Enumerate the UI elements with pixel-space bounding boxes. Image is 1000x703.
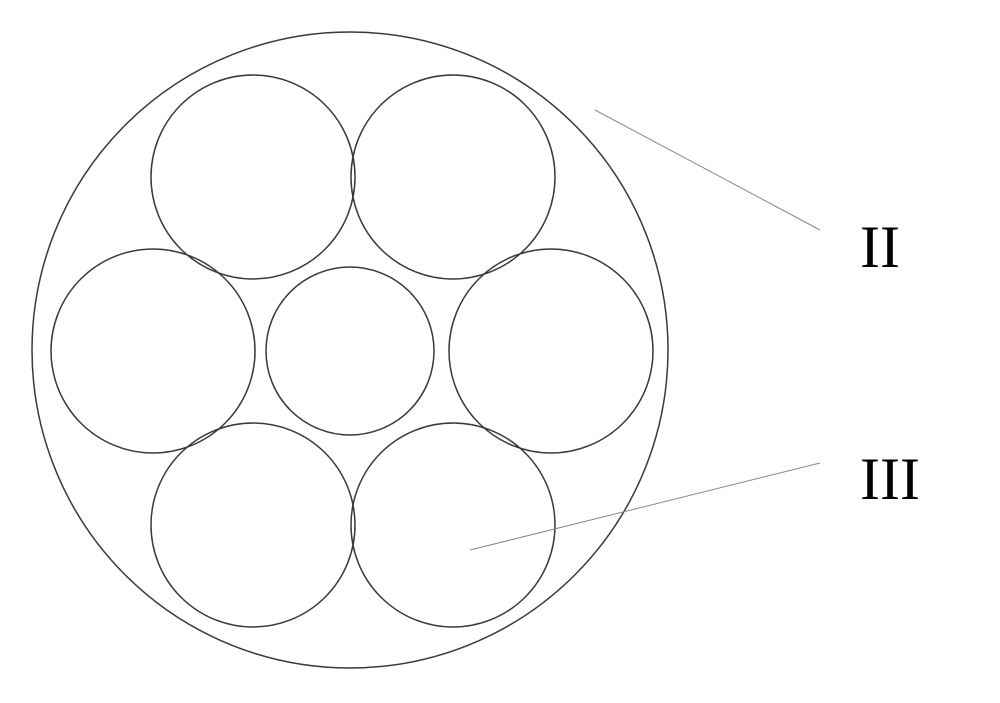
inner-circle-6 bbox=[351, 423, 555, 627]
cross-section-diagram bbox=[0, 0, 1000, 698]
outer-circle bbox=[32, 32, 668, 668]
inner-circle-3 bbox=[266, 267, 434, 435]
label-iii: III bbox=[860, 445, 920, 514]
inner-circle-5 bbox=[151, 423, 355, 627]
label-ii: II bbox=[860, 213, 900, 282]
leader-line-0 bbox=[595, 110, 820, 230]
diagram-container: II III bbox=[0, 0, 1000, 698]
inner-circle-2 bbox=[51, 249, 255, 453]
inner-circle-4 bbox=[449, 249, 653, 453]
leader-line-1 bbox=[470, 463, 820, 550]
inner-circle-0 bbox=[151, 75, 355, 279]
inner-circle-1 bbox=[351, 75, 555, 279]
